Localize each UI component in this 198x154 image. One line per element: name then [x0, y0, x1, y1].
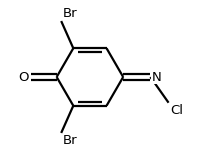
Text: Br: Br [63, 6, 77, 20]
Text: Cl: Cl [170, 104, 183, 117]
Text: O: O [18, 71, 29, 83]
Text: N: N [152, 71, 162, 83]
Text: Br: Br [63, 134, 77, 148]
